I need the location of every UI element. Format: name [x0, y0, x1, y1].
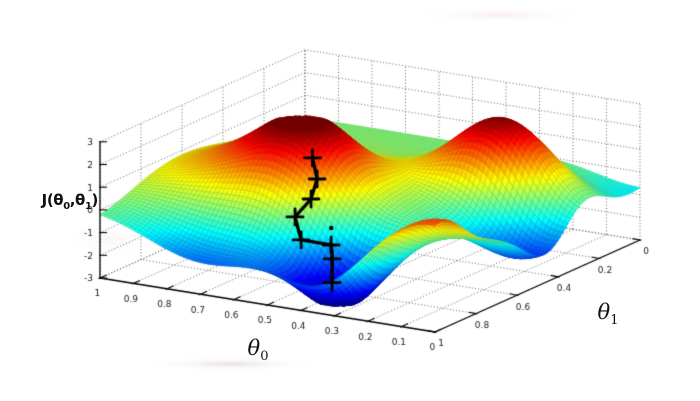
z-axis-label-mid: ,θ [69, 191, 86, 209]
z-axis-label-sub1: 1 [84, 201, 92, 212]
z-axis-label: J(θ0,θ1) [12, 191, 99, 212]
x-axis-label-text: θ [247, 336, 261, 360]
x-axis-label: θ0 [234, 336, 282, 364]
z-axis-label-post: ) [91, 191, 99, 209]
z-axis-label-text: J(θ [41, 191, 64, 209]
y-axis-label: θ1 [584, 300, 632, 328]
x-axis-label-sub: 0 [260, 349, 269, 365]
y-axis-label-sub: 1 [610, 313, 619, 329]
y-axis-label-text: θ [597, 300, 611, 324]
z-axis-label-sub0: 0 [63, 201, 70, 212]
